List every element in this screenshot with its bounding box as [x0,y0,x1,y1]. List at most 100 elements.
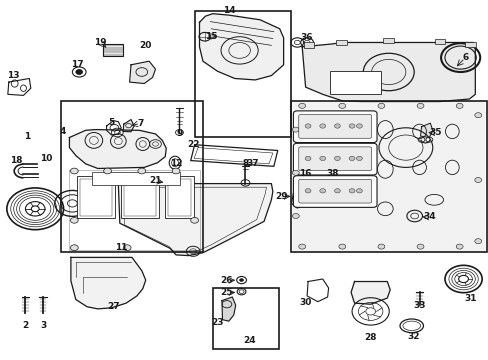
Polygon shape [129,61,155,84]
Bar [329,71,381,94]
Polygon shape [106,121,121,135]
Text: 22: 22 [186,140,199,149]
Bar [61,101,203,252]
FancyBboxPatch shape [293,176,376,207]
Text: 16: 16 [299,169,311,178]
Text: 33: 33 [412,301,425,310]
Circle shape [70,168,78,174]
Text: 14: 14 [223,6,236,15]
Text: 24: 24 [243,336,255,345]
Text: 2: 2 [22,321,28,330]
Text: 11: 11 [115,243,127,252]
Circle shape [474,239,481,244]
Circle shape [172,168,180,174]
Polygon shape [71,257,145,309]
Text: 30: 30 [299,298,311,307]
Circle shape [292,213,299,219]
Bar [121,176,159,218]
Circle shape [377,103,384,108]
Text: 28: 28 [364,333,376,342]
Circle shape [319,124,325,128]
FancyBboxPatch shape [298,179,371,203]
Circle shape [334,124,340,128]
Circle shape [348,156,354,161]
Text: 38: 38 [325,169,338,178]
Circle shape [377,244,384,249]
Text: 20: 20 [139,41,152,50]
Polygon shape [420,123,432,138]
Circle shape [292,127,299,132]
Text: 23: 23 [211,318,224,327]
Circle shape [356,189,362,193]
Text: 13: 13 [7,71,20,80]
Polygon shape [118,184,272,256]
Text: 8: 8 [242,159,248,168]
Text: 12: 12 [169,159,182,168]
Text: 18: 18 [10,156,22,165]
Circle shape [70,217,78,223]
Bar [335,40,346,45]
Polygon shape [222,297,235,321]
Circle shape [474,113,481,118]
Polygon shape [293,102,483,250]
Text: 17: 17 [71,60,83,69]
Circle shape [305,124,310,128]
Text: 5: 5 [108,118,114,127]
Circle shape [123,245,131,251]
Polygon shape [291,189,308,208]
Text: 32: 32 [406,332,419,341]
Polygon shape [123,120,134,132]
Text: 1: 1 [24,132,30,141]
Text: 19: 19 [94,38,106,47]
Bar [80,179,112,216]
Circle shape [348,189,354,193]
Text: 34: 34 [422,212,435,221]
Circle shape [138,168,145,174]
Circle shape [76,69,82,75]
Circle shape [103,168,111,174]
Text: 15: 15 [204,32,217,41]
Circle shape [190,217,198,223]
Circle shape [319,156,325,161]
Bar [102,44,123,56]
Bar [168,179,190,216]
Circle shape [348,124,354,128]
Circle shape [338,244,345,249]
Text: 6: 6 [462,53,468,62]
FancyBboxPatch shape [298,114,371,138]
Bar [434,39,445,44]
Circle shape [298,244,305,249]
Circle shape [338,103,345,108]
Polygon shape [69,130,166,168]
Text: 25: 25 [220,288,233,297]
Circle shape [356,156,362,161]
Bar [194,11,290,137]
Text: 31: 31 [463,294,476,303]
Polygon shape [302,42,474,102]
Bar [92,172,180,185]
Text: 9: 9 [176,129,183,138]
Circle shape [70,245,78,251]
Circle shape [334,156,340,161]
Polygon shape [199,14,283,80]
Bar [464,42,475,47]
Text: 37: 37 [245,159,258,168]
Bar [124,179,156,216]
FancyBboxPatch shape [293,143,376,175]
Circle shape [455,244,462,249]
Text: 4: 4 [59,127,66,136]
Bar [303,42,314,48]
Polygon shape [350,282,389,304]
Circle shape [305,189,310,193]
Text: 21: 21 [149,176,162,185]
Bar [383,38,393,43]
Text: 3: 3 [40,321,46,330]
Text: 36: 36 [300,33,313,42]
Text: 26: 26 [220,276,233,284]
Circle shape [416,244,423,249]
Circle shape [319,189,325,193]
FancyBboxPatch shape [298,147,371,171]
Circle shape [334,189,340,193]
Bar [77,176,115,218]
Bar [290,101,486,252]
